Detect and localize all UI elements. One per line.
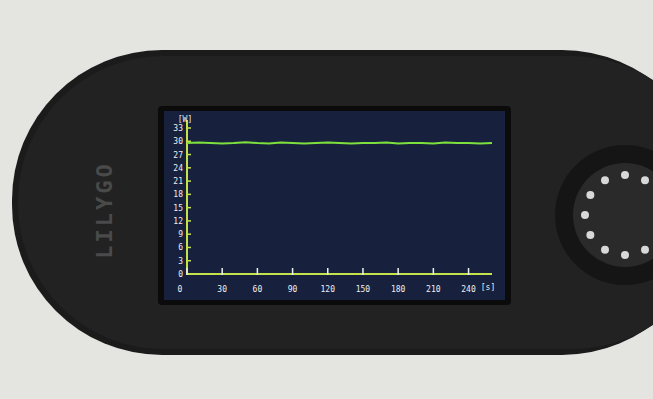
brand-label: LILYGO: [92, 161, 117, 258]
y-tick-label: 12: [173, 217, 183, 226]
y-tick: [186, 233, 191, 235]
x-tick-label: 30: [217, 285, 227, 294]
y-tick-label: 9: [178, 230, 183, 239]
x-axis: [187, 273, 492, 275]
x-axis-label: [s]: [481, 283, 495, 292]
knob-dot: [581, 211, 589, 219]
y-tick-label: 30: [173, 137, 183, 146]
x-tick-label: 210: [426, 285, 441, 294]
y-tick-label: 3: [178, 257, 183, 266]
x-tick-label: 180: [391, 285, 406, 294]
x-tick: [327, 268, 329, 275]
x-tick-label: 120: [321, 285, 336, 294]
y-tick: [186, 154, 191, 156]
x-tick: [257, 268, 259, 275]
x-tick: [221, 268, 223, 275]
x-tick: [397, 268, 399, 275]
knob-ring: [555, 145, 653, 285]
x-tick-label: 90: [288, 285, 298, 294]
y-tick-label: 6: [178, 243, 183, 252]
y-tick-label: 0: [178, 270, 183, 279]
x-tick-label: 60: [253, 285, 263, 294]
y-tick-label: 33: [173, 124, 183, 133]
x-tick-label: 150: [356, 285, 371, 294]
y-tick: [186, 260, 191, 262]
scene: LILYGO 0 3 6 9 12 15 18 21 24 27 30 33[W] 0 30 60 90 120 1…: [0, 0, 653, 399]
device-face: [18, 56, 653, 349]
y-tick: [186, 141, 191, 143]
knob-dot: [601, 176, 609, 184]
y-tick-label: 27: [173, 151, 183, 160]
y-tick-label: 24: [173, 164, 183, 173]
knob-dot: [641, 246, 649, 254]
y-tick: [186, 247, 191, 249]
knob-face: [573, 163, 653, 267]
x-tick-label: 240: [461, 285, 476, 294]
knob-dot: [641, 176, 649, 184]
x-tick: [186, 268, 188, 275]
y-tick-label: 21: [173, 177, 183, 186]
knob-dot: [601, 246, 609, 254]
x-tick: [292, 268, 294, 275]
screen: [164, 111, 505, 300]
y-tick: [186, 194, 191, 196]
y-tick: [186, 127, 191, 129]
y-tick: [186, 180, 191, 182]
knob: [555, 145, 653, 285]
knob-dot: [586, 191, 594, 199]
y-tick-label: 18: [173, 190, 183, 199]
x-tick-label: 0: [178, 285, 183, 294]
plot-area: [187, 142, 492, 143]
x-tick: [468, 268, 470, 275]
x-tick: [433, 268, 435, 275]
y-tick: [186, 167, 191, 169]
knob-dot: [621, 251, 629, 259]
screen-bezel: [158, 106, 511, 305]
y-axis-label: [W]: [178, 115, 192, 124]
y-tick: [186, 207, 191, 209]
data-line: [187, 142, 492, 143]
knob-dot: [586, 231, 594, 239]
knob-dot: [621, 171, 629, 179]
y-tick-label: 15: [173, 204, 183, 213]
y-tick: [186, 220, 191, 222]
x-tick: [362, 268, 364, 275]
